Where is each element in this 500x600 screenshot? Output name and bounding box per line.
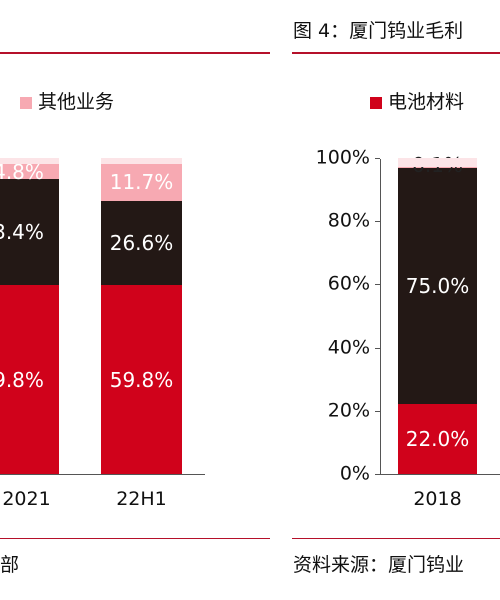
data-label: 22.0% [405,427,470,452]
right-x-axis [380,474,500,475]
bar-segment [0,285,59,474]
bar-segment [101,285,182,474]
y-tick-label: 0% [339,462,370,485]
y-tick-mark [375,347,380,349]
x-tick-label: 2018 [413,488,462,510]
bar-segment [0,179,59,286]
right-y-axis [380,159,381,475]
y-tick-mark [375,158,380,159]
bar-segment [101,158,182,164]
y-tick-mark [375,410,380,412]
y-tick-mark [375,474,380,475]
y-tick-label: 60% [327,272,370,295]
bar-segment [0,164,59,180]
data-label: 26.6% [109,231,174,255]
right-source-text: 资料来源：厦门钨业 [293,554,465,576]
bar-segment [398,167,477,405]
bar-segment [398,404,477,474]
left-x-axis [0,474,205,475]
y-tick-label: 100% [315,146,370,169]
bar-segment [0,158,59,165]
legend-label-other: 其他业务 [38,91,115,113]
x-tick-label: 22H1 [116,488,167,510]
right-bottom-rule [292,538,500,539]
data-label: 3.4% [0,220,44,245]
data-label: 11.7% [109,170,174,195]
legend-swatch-other [20,97,32,109]
data-label: 9.8% [0,367,44,392]
right-panel-title: 图 4：厦门钨业毛利 [293,20,464,42]
bar-segment [398,158,477,168]
x-tick-label: 2021 [2,488,51,510]
data-label: 75.0% [405,273,470,298]
right-top-rule [292,52,500,54]
y-tick-label: 80% [327,209,370,232]
y-tick-mark [375,284,380,286]
y-tick-label: 20% [327,399,370,422]
y-tick-label: 40% [327,336,370,359]
data-label: 59.8% [109,367,174,392]
left-stacked-bar-chart: 9.8% 3.4% 4.8% 2021 59.8% 26.6% 11.7% 22H1 [0,158,205,510]
y-tick-mark [375,221,380,223]
left-footer-text: 部 [0,554,20,576]
legend-label-battery: 电池材料 [388,91,465,113]
bar-segment [101,164,182,201]
data-label: 4.8% [0,159,44,184]
left-top-rule [0,52,270,54]
legend-swatch-battery [370,97,382,109]
left-bottom-rule [0,538,270,539]
bar-segment [101,200,182,286]
